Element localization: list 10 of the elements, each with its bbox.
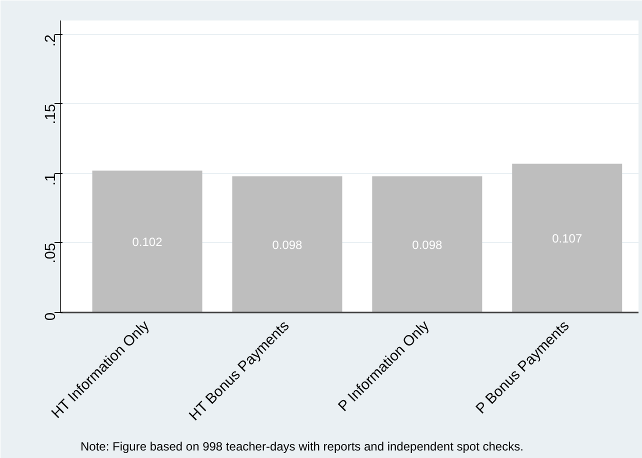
y-tick-label: .1 [43, 173, 59, 186]
data-label: 0.098 [272, 238, 303, 252]
data-label: 0.098 [412, 238, 443, 252]
y-tick-label: .2 [43, 34, 59, 47]
data-label: 0.102 [132, 235, 163, 250]
y-tick-label: 0 [43, 312, 59, 321]
data-label: 0.107 [552, 232, 582, 246]
text: Note: Figure based on 998 teacher-days with reports and independent spot checks. [80, 440, 524, 454]
y-tick-label: .15 [43, 104, 59, 124]
y-tick-label: .05 [43, 242, 59, 264]
